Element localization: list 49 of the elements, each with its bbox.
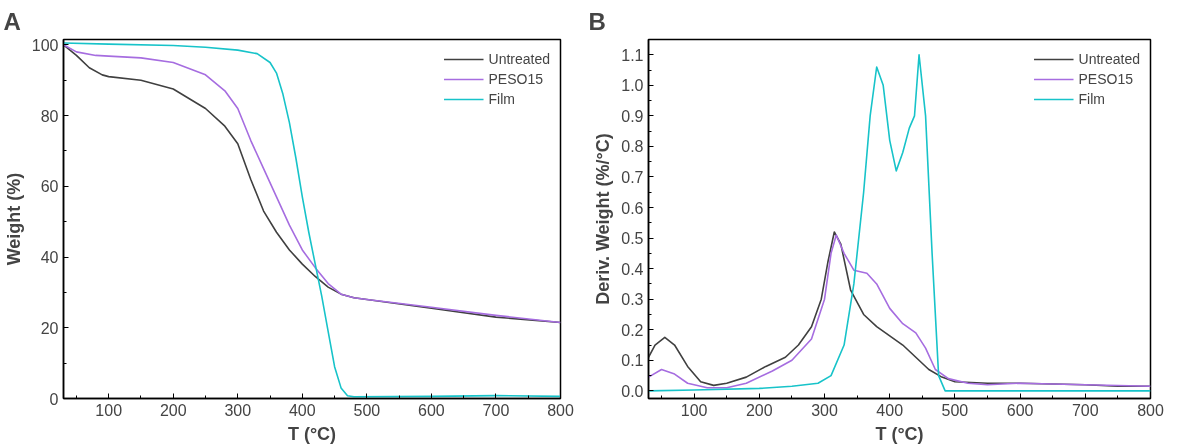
x-tick-label: 800 xyxy=(547,401,574,419)
chart-title: B xyxy=(588,7,606,35)
y-tick-label: 0.4 xyxy=(621,260,644,278)
x-tick-label: 400 xyxy=(288,401,316,419)
line-series xyxy=(648,53,1151,392)
legend-label: Film xyxy=(488,91,515,107)
line-series xyxy=(63,44,561,324)
x-tick-label: 100 xyxy=(680,401,708,419)
y-axis-title: Deriv. Weight (%/°C) xyxy=(593,133,614,305)
line-series xyxy=(63,42,561,398)
y-tick-label: 0.0 xyxy=(621,382,644,400)
x-axis-title: T (°C) xyxy=(875,423,924,444)
legend-label: PESO15 xyxy=(1078,71,1133,87)
y-tick-label: 0.8 xyxy=(621,138,644,156)
x-tick-label: 200 xyxy=(745,401,773,419)
x-tick-label: 100 xyxy=(95,401,123,419)
x-tick-label: 700 xyxy=(1071,401,1099,419)
y-tick-label: 0 xyxy=(49,390,59,408)
legend-label: Untreated xyxy=(1078,51,1140,67)
y-tick-label: 40 xyxy=(40,249,59,267)
x-tick-label: 500 xyxy=(941,401,969,419)
y-tick-label: 100 xyxy=(31,36,59,54)
x-axis-title: T (°C) xyxy=(287,423,337,444)
y-axis-title: Weight (%) xyxy=(3,172,24,266)
y-tick-label: 0.7 xyxy=(621,168,644,186)
x-tick-label: 300 xyxy=(811,401,838,419)
x-tick-label: 600 xyxy=(1006,401,1034,419)
x-tick-label: 500 xyxy=(353,401,381,419)
y-tick-label: 0.9 xyxy=(621,107,644,125)
x-tick-label: 200 xyxy=(159,401,187,419)
y-tick-label: 1.0 xyxy=(621,77,644,95)
x-tick-label: 300 xyxy=(224,401,252,419)
y-tick-label: 60 xyxy=(40,178,59,196)
legend-label: Film xyxy=(1078,91,1105,107)
legend-label: PESO15 xyxy=(488,71,543,87)
x-tick-label: 800 xyxy=(1137,401,1164,419)
y-tick-label: 0.1 xyxy=(621,352,644,370)
y-tick-label: 0.6 xyxy=(621,199,644,217)
x-tick-label: 400 xyxy=(876,401,904,419)
y-tick-label: 0.3 xyxy=(621,291,644,309)
y-tick-label: 20 xyxy=(40,319,59,337)
x-tick-label: 600 xyxy=(418,401,445,419)
x-tick-label: 700 xyxy=(482,401,510,419)
chart-title: A xyxy=(3,7,21,35)
y-tick-label: 0.5 xyxy=(621,230,644,248)
legend-label: Untreated xyxy=(488,51,550,67)
y-tick-label: 1.1 xyxy=(621,46,644,64)
y-tick-label: 0.2 xyxy=(621,321,644,339)
y-tick-label: 80 xyxy=(40,107,59,125)
